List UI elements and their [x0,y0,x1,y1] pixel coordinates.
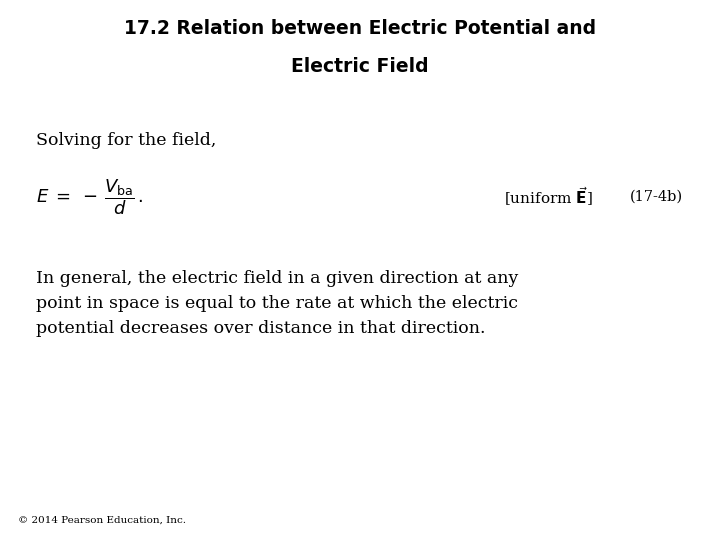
Text: Solving for the field,: Solving for the field, [36,132,217,149]
Text: Electric Field: Electric Field [291,57,429,76]
Text: 17.2 Relation between Electric Potential and: 17.2 Relation between Electric Potential… [124,19,596,38]
Text: $E \;=\; -\,\dfrac{V_{\mathrm{ba}}}{d}\,.$: $E \;=\; -\,\dfrac{V_{\mathrm{ba}}}{d}\,… [36,177,144,217]
Text: © 2014 Pearson Education, Inc.: © 2014 Pearson Education, Inc. [18,516,186,525]
Text: [uniform $\vec{\mathbf{E}}$]: [uniform $\vec{\mathbf{E}}$] [504,186,593,208]
Text: (17-4b): (17-4b) [630,190,683,204]
Text: In general, the electric field in a given direction at any
point in space is equ: In general, the electric field in a give… [36,270,518,336]
